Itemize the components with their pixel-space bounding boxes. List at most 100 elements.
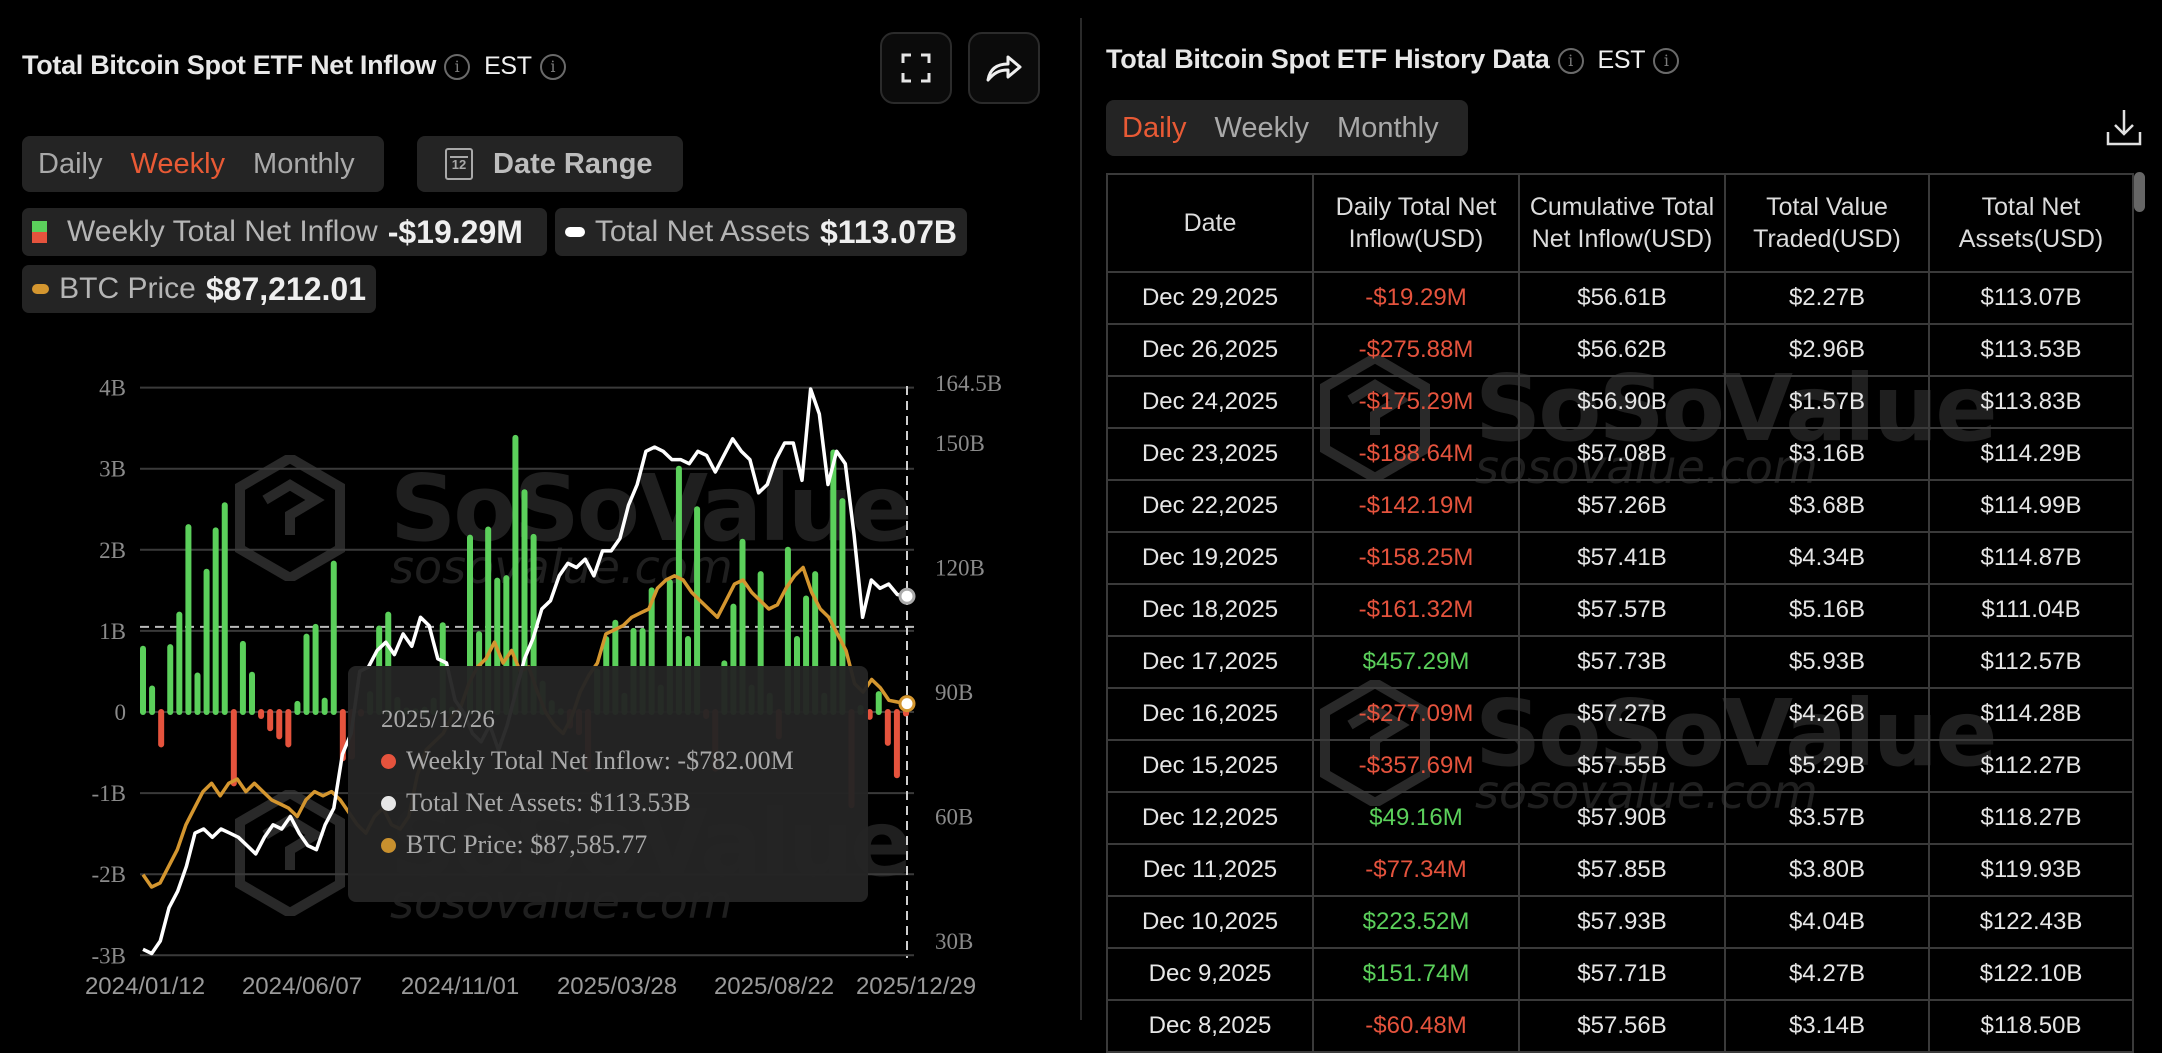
share-button[interactable] bbox=[968, 32, 1040, 104]
tooltip-assets-row: Total Net Assets: $113.53B bbox=[381, 788, 691, 818]
cell-daily-inflow: -$161.32M bbox=[1312, 584, 1520, 637]
table-row[interactable]: Dec 24,2025 -$175.29M $56.90B $1.57B $113.83… bbox=[1106, 376, 2134, 429]
table-row[interactable]: Dec 26,2025 -$275.88M $56.62B $2.96B $113.53… bbox=[1106, 324, 2134, 377]
cell-cumulative: $56.90B bbox=[1518, 376, 1726, 429]
cell-traded: $2.96B bbox=[1724, 324, 1930, 377]
cell-date: Dec 18,2025 bbox=[1106, 584, 1314, 637]
cell-daily-inflow: -$60.48M bbox=[1312, 1000, 1520, 1053]
right-axis-tick: 150B bbox=[935, 431, 985, 456]
cell-date: Dec 26,2025 bbox=[1106, 324, 1314, 377]
timezone-label: EST bbox=[1597, 46, 1646, 75]
cell-daily-inflow: -$175.29M bbox=[1312, 376, 1520, 429]
cell-daily-inflow: -$142.19M bbox=[1312, 480, 1520, 533]
header-cumulative-inflow[interactable]: Cumulative Total Net Inflow(USD) bbox=[1518, 173, 1726, 273]
cell-daily-inflow: $151.74M bbox=[1312, 948, 1520, 1001]
download-icon[interactable] bbox=[2106, 108, 2142, 148]
cell-net-assets: $122.10B bbox=[1928, 948, 2134, 1001]
cell-net-assets: $114.29B bbox=[1928, 428, 2134, 481]
cell-daily-inflow: $49.16M bbox=[1312, 792, 1520, 845]
header-net-assets[interactable]: Total Net Assets(USD) bbox=[1928, 173, 2134, 273]
cell-daily-inflow: -$277.09M bbox=[1312, 688, 1520, 741]
cell-net-assets: $113.07B bbox=[1928, 272, 2134, 325]
info-icon[interactable]: i bbox=[444, 53, 471, 80]
cell-date: Dec 12,2025 bbox=[1106, 792, 1314, 845]
table-row[interactable]: Dec 10,2025 $223.52M $57.93B $4.04B $122.43B bbox=[1106, 896, 2134, 949]
legend-btc-price[interactable]: BTC Price $87,212.01 bbox=[22, 265, 376, 313]
timezone-label: EST bbox=[484, 52, 532, 81]
cell-date: Dec 11,2025 bbox=[1106, 844, 1314, 897]
timezone-info-icon[interactable]: i bbox=[1653, 47, 1680, 74]
share-icon bbox=[986, 55, 1022, 82]
legend-price-value: $87,212.01 bbox=[205, 270, 366, 307]
cell-traded: $2.27B bbox=[1724, 272, 1930, 325]
cell-net-assets: $118.50B bbox=[1928, 1000, 2134, 1053]
table-row[interactable]: Dec 16,2025 -$277.09M $57.27B $4.26B $114.28… bbox=[1106, 688, 2134, 741]
period-tabs: Daily Weekly Monthly bbox=[22, 136, 384, 192]
table-row[interactable]: Dec 22,2025 -$142.19M $57.26B $3.68B $114.99… bbox=[1106, 480, 2134, 533]
x-axis-tick: 2025/12/29 bbox=[856, 973, 976, 1000]
right-axis-tick: 60B bbox=[935, 805, 973, 830]
history-tab-daily[interactable]: Daily bbox=[1122, 111, 1187, 144]
cell-net-assets: $113.83B bbox=[1928, 376, 2134, 429]
tooltip-price: BTC Price: $87,585.77 bbox=[406, 830, 648, 859]
table-row[interactable]: Dec 8,2025 -$60.48M $57.56B $3.14B $118.50B bbox=[1106, 1000, 2134, 1053]
cell-net-assets: $111.04B bbox=[1928, 584, 2134, 637]
left-axis-tick: 3B bbox=[99, 457, 126, 482]
cell-traded: $5.93B bbox=[1724, 636, 1930, 689]
table-row[interactable]: Dec 29,2025 -$19.29M $56.61B $2.27B $113.07B bbox=[1106, 272, 2134, 325]
cell-date: Dec 8,2025 bbox=[1106, 1000, 1314, 1053]
date-range-button[interactable]: 12 Date Range bbox=[417, 136, 683, 192]
tooltip-inflow-dot-icon bbox=[381, 753, 396, 769]
cell-daily-inflow: -$19.29M bbox=[1312, 272, 1520, 325]
legend-assets[interactable]: Total Net Assets $113.07B bbox=[555, 208, 967, 256]
cell-date: Dec 9,2025 bbox=[1106, 948, 1314, 1001]
x-axis-tick: 2025/08/22 bbox=[714, 973, 834, 1000]
tooltip-assets-dot-icon bbox=[381, 795, 396, 811]
cell-daily-inflow: -$275.88M bbox=[1312, 324, 1520, 377]
header-daily-inflow[interactable]: Daily Total Net Inflow(USD) bbox=[1312, 173, 1520, 273]
cell-net-assets: $114.28B bbox=[1928, 688, 2134, 741]
cell-cumulative: $57.73B bbox=[1518, 636, 1726, 689]
x-axis-tick: 2024/01/12 bbox=[85, 973, 205, 1000]
fullscreen-button[interactable] bbox=[880, 32, 952, 104]
table-row[interactable]: Dec 11,2025 -$77.34M $57.85B $3.80B $119.93B bbox=[1106, 844, 2134, 897]
header-value-traded[interactable]: Total Value Traded(USD) bbox=[1724, 173, 1930, 273]
table-row[interactable]: Dec 17,2025 $457.29M $57.73B $5.93B $112.57B bbox=[1106, 636, 2134, 689]
price-cursor-dot-icon bbox=[898, 695, 916, 713]
cell-cumulative: $56.61B bbox=[1518, 272, 1726, 325]
date-range-label: Date Range bbox=[493, 147, 653, 180]
table-row[interactable]: Dec 19,2025 -$158.25M $57.41B $4.34B $114.87… bbox=[1106, 532, 2134, 585]
tooltip-price-row: BTC Price: $87,585.77 bbox=[381, 830, 647, 860]
cell-cumulative: $57.90B bbox=[1518, 792, 1726, 845]
legend-inflow[interactable]: Weekly Total Net Inflow -$19.29M bbox=[22, 208, 547, 256]
right-axis-tick: 30B bbox=[935, 929, 973, 954]
table-row[interactable]: Dec 15,2025 -$357.69M $57.55B $5.29B $112.27… bbox=[1106, 740, 2134, 793]
legend-inflow-label: Weekly Total Net Inflow bbox=[67, 215, 378, 248]
cell-date: Dec 22,2025 bbox=[1106, 480, 1314, 533]
table-row[interactable]: Dec 9,2025 $151.74M $57.71B $4.27B $122.10B bbox=[1106, 948, 2134, 1001]
fullscreen-icon bbox=[901, 53, 931, 83]
tab-daily[interactable]: Daily bbox=[38, 147, 103, 180]
history-tab-monthly[interactable]: Monthly bbox=[1337, 111, 1439, 144]
right-axis-tick: 90B bbox=[935, 680, 973, 705]
info-icon[interactable]: i bbox=[1557, 47, 1584, 74]
cell-daily-inflow: -$188.64M bbox=[1312, 428, 1520, 481]
cell-traded: $3.68B bbox=[1724, 480, 1930, 533]
panel-divider bbox=[1080, 18, 1082, 1020]
net-inflow-panel: Total Bitcoin Spot ETF Net Inflow i EST i D… bbox=[0, 0, 1080, 1020]
tab-weekly[interactable]: Weekly bbox=[130, 147, 226, 180]
price-swatch-icon bbox=[32, 284, 50, 294]
cell-traded: $3.80B bbox=[1724, 844, 1930, 897]
cell-traded: $3.57B bbox=[1724, 792, 1930, 845]
left-axis-tick: -2B bbox=[92, 862, 127, 887]
table-row[interactable]: Dec 23,2025 -$188.64M $57.08B $3.16B $114.29… bbox=[1106, 428, 2134, 481]
header-date[interactable]: Date bbox=[1106, 173, 1314, 273]
table-row[interactable]: Dec 12,2025 $49.16M $57.90B $3.57B $118.27B bbox=[1106, 792, 2134, 845]
x-axis-tick: 2024/06/07 bbox=[242, 973, 362, 1000]
timezone-info-icon[interactable]: i bbox=[539, 53, 566, 80]
history-tab-weekly[interactable]: Weekly bbox=[1214, 111, 1310, 144]
table-row[interactable]: Dec 18,2025 -$161.32M $57.57B $5.16B $111.04… bbox=[1106, 584, 2134, 637]
table-scrollbar[interactable] bbox=[2134, 172, 2145, 212]
tab-monthly[interactable]: Monthly bbox=[253, 147, 355, 180]
tooltip-inflow-row: Weekly Total Net Inflow: -$782.00M bbox=[381, 746, 794, 776]
